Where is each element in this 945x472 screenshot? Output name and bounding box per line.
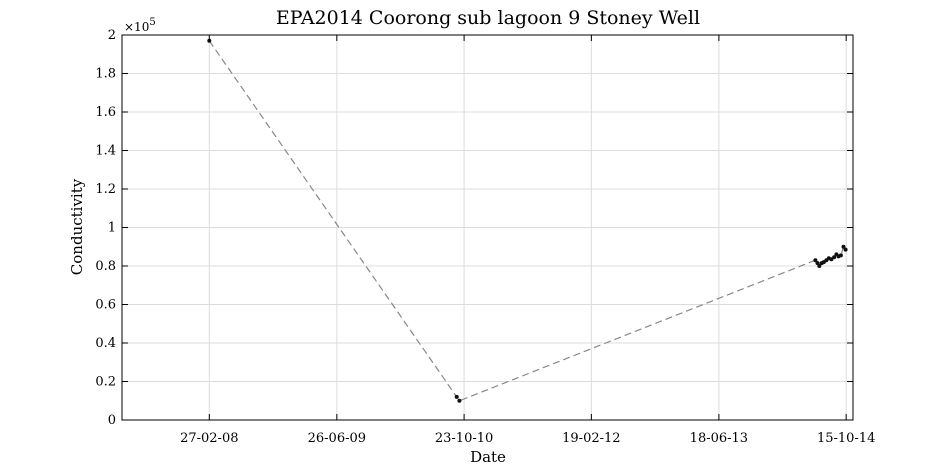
y-tick-label: 1.6 [95, 105, 116, 120]
ticks: 0 0.2 0.4 0.6 0.8 1 1.2 1.4 1.6 1.8 2 27-02-08 26-06… [95, 28, 875, 446]
data-point [838, 253, 843, 258]
x-tick-label: 18-06-13 [690, 431, 748, 446]
y-exponent-label: ×105 [124, 17, 156, 34]
x-tick-label: 23-10-10 [435, 431, 493, 446]
x-axis-label: Date [470, 448, 506, 466]
data-point [843, 247, 848, 252]
y-tick-label: 1 [108, 221, 116, 236]
series-layer [207, 38, 848, 403]
x-tick-label: 19-02-12 [562, 431, 620, 446]
chart-title: EPA2014 Coorong sub lagoon 9 Stoney Well [276, 7, 700, 29]
x-tick-label: 26-06-09 [308, 431, 366, 446]
x-tick-label: 15-10-14 [817, 431, 875, 446]
y-tick-label: 0 [108, 413, 116, 428]
data-point [457, 398, 462, 403]
data-point [817, 264, 822, 268]
data-point [841, 244, 846, 249]
y-tick-label: 2 [108, 28, 116, 43]
y-exponent-power: 5 [149, 17, 155, 28]
data-point [454, 394, 459, 399]
y-tick-label: 0.4 [95, 336, 116, 351]
y-tick-label: 1.4 [95, 144, 116, 159]
y-tick-label: 0.2 [95, 375, 116, 390]
y-exponent-base: ×10 [124, 20, 149, 34]
data-point [813, 258, 818, 263]
y-tick-label: 1.8 [95, 67, 116, 82]
x-tick-label: 27-02-08 [180, 431, 238, 446]
data-point [815, 261, 820, 266]
y-tick-label: 0.6 [95, 298, 116, 313]
y-tick-label: 1.2 [95, 182, 116, 197]
y-tick-label: 0.8 [95, 259, 116, 274]
data-point [832, 255, 837, 260]
y-axis-label: Conductivity [68, 178, 86, 275]
